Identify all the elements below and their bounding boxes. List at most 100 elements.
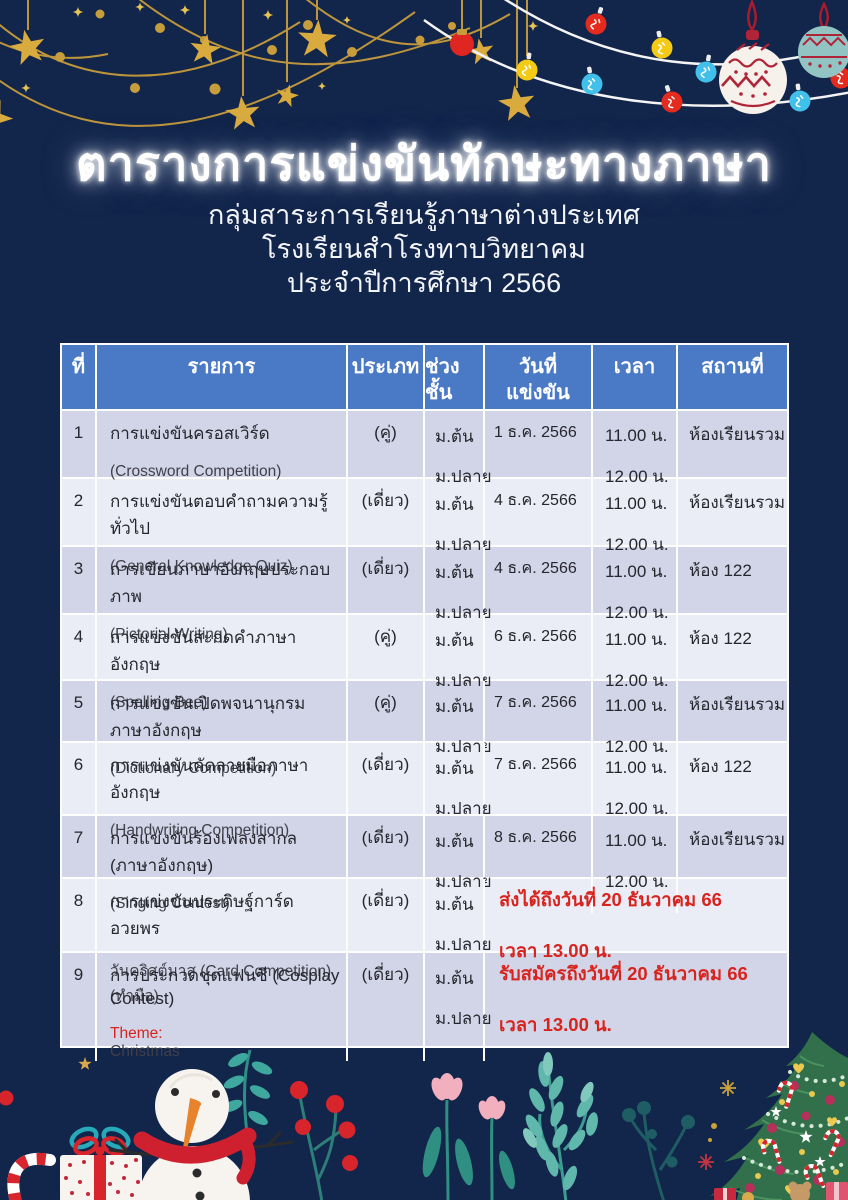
tree-gifts <box>714 1181 848 1200</box>
column-header-venue: สถานที่ <box>701 356 764 378</box>
table-row: 9 การประกวดชุดแฟนซี (Cosplay Contest) Them… <box>62 953 787 1061</box>
event-cell: การแข่งขันตอบคำถามความรู้ทั่วไป (General … <box>97 479 348 576</box>
table-row: 5 การแข่งขันเปิดพจนานุกรมภาษาอังกฤษ (Dicti… <box>62 681 787 778</box>
teal-branch <box>221 1049 273 1143</box>
subtitle-line-school: โรงเรียนสำโรงทาบวิทยาคม <box>262 234 586 264</box>
time-cell: 11.00 น. 12.00 น. <box>593 615 678 712</box>
date-cell: 6 ธ.ค. 2566 <box>485 615 593 712</box>
time-cell: 11.00 น. 12.00 น. <box>593 479 678 576</box>
type-cell: (เดี่ยว) <box>348 479 425 576</box>
level-cell: ม.ต้น ม.ปลาย <box>425 411 492 490</box>
level-cell: ม.ต้น ม.ปลาย <box>425 953 492 1061</box>
table-row: 4 การแข่งขันสะกดคำภาษาอังกฤษ (Spelling Bee… <box>62 615 787 712</box>
event-cell: การแข่งขันสะกดคำภาษาอังกฤษ (Spelling Bee) <box>97 615 348 712</box>
event-cell: การแข่งขันประดิษฐ์การ์ดอวยพร วันคริสต์มาส… <box>97 879 348 1008</box>
tulip-flowers <box>422 1073 515 1200</box>
row-number: 9 <box>62 953 97 1061</box>
deadline-note-cell: ส่งได้ถึงวันที่ 20 ธันวาคม 66 เวลา 13.00 … <box>499 889 722 961</box>
table-row: 1 การแข่งขันครอสเวิร์ด (Crossword Competit… <box>62 411 787 490</box>
row-number: 8 <box>62 879 97 1008</box>
row-number: 6 <box>62 743 97 840</box>
column-header-time: เวลา <box>593 345 678 409</box>
venue-cell: ห้องเรียนรวม <box>689 425 786 444</box>
light-bulbs <box>450 3 848 116</box>
hanging-stars <box>0 18 538 139</box>
column-header-item: รายการ <box>97 345 348 409</box>
gold-star-garland <box>0 0 528 127</box>
time-cell: 11.00 น. 12.00 น. <box>593 411 678 490</box>
venue-cell: ห้องเรียนรวม <box>689 493 786 512</box>
row-number: 3 <box>62 547 97 644</box>
table-row: 7 การแข่งขันร้องเพลงสากล (ภาษาอังกฤษ) (Sin… <box>62 816 787 913</box>
sparkle-icons <box>21 2 539 93</box>
type-cell: (เดี่ยว) <box>348 816 425 913</box>
gift-box <box>60 1126 142 1200</box>
type-cell: (เดี่ยว) <box>348 953 425 1061</box>
date-cell: 1 ธ.ค. 2566 <box>485 411 593 490</box>
event-cell: การแข่งขันเปิดพจนานุกรมภาษาอังกฤษ (Dictio… <box>97 681 348 778</box>
subtitle: กลุ่มสาระการเรียนรู้ภาษาต่างประเทศ โรงเร… <box>0 198 848 300</box>
table-header-row: ที่ รายการ ประเภท ช่วงชั้น วันที่ แข่งขั… <box>62 345 787 411</box>
column-header-date: วันที่ แข่งขัน <box>485 345 593 409</box>
subtitle-line-year: ประจำปีการศึกษา 2566 <box>286 268 562 298</box>
level-cell: ม.ต้น ม.ปลาย <box>425 615 492 712</box>
time-cell: 11.00 น. 12.00 น. <box>593 681 678 778</box>
venue-cell: ห้อง 122 <box>689 629 752 648</box>
level-cell: ม.ต้น ม.ปลาย <box>425 879 492 1008</box>
event-cell: การแข่งขันครอสเวิร์ด (Crossword Competiti… <box>97 411 348 490</box>
time-cell: 11.00 น. 12.00 น. <box>593 547 678 644</box>
teal-foliage <box>523 1052 598 1200</box>
string-lights <box>423 0 848 107</box>
type-cell: (คู่) <box>348 681 425 778</box>
row-number: 1 <box>62 411 97 490</box>
event-cell: การประกวดชุดแฟนซี (Cosplay Contest) Theme… <box>97 953 348 1061</box>
time-cell: 11.00 น. 12.00 น. <box>593 743 678 840</box>
level-cell: ม.ต้น ม.ปลาย <box>425 743 492 840</box>
table-row: 8 การแข่งขันประดิษฐ์การ์ดอวยพร วันคริสต์มา… <box>62 879 787 1008</box>
dark-berry-branch <box>622 1101 695 1200</box>
level-cell: ม.ต้น ม.ปลาย <box>425 681 492 778</box>
date-cell: 8 ธ.ค. 2566 <box>485 816 593 913</box>
row-number: 5 <box>62 681 97 778</box>
venue-cell: ห้องเรียนรวม <box>689 830 786 849</box>
table-row: 2 การแข่งขันตอบคำถามความรู้ทั่วไป (General… <box>62 479 787 576</box>
garland-beads <box>55 9 456 95</box>
page-title: ตารางการแข่งขันทักษะทางภาษา <box>76 137 772 190</box>
date-cell: 7 ธ.ค. 2566 <box>485 743 593 840</box>
venue-cell: ห้อง 122 <box>689 757 752 776</box>
row-number: 2 <box>62 479 97 576</box>
row-number: 7 <box>62 816 97 913</box>
row-number: 4 <box>62 615 97 712</box>
berry-branch <box>290 1081 358 1200</box>
column-header-no: ที่ <box>62 345 97 409</box>
event-cell: การเขียนภาษาอังกฤษประกอบภาพ (Pictorial Wr… <box>97 547 348 644</box>
type-cell: (คู่) <box>348 615 425 712</box>
time-cell: 11.00 น. 12.00 น. <box>593 816 678 913</box>
schedule-table: ที่ รายการ ประเภท ช่วงชั้น วันที่ แข่งขั… <box>60 343 789 1061</box>
column-header-level: ช่วงชั้น <box>425 345 485 409</box>
subtitle-line-department: กลุ่มสาระการเรียนรู้ภาษาต่างประเทศ <box>208 200 640 230</box>
date-cell: 4 ธ.ค. 2566 <box>485 547 593 644</box>
teal-bauble-ornament <box>798 1 848 78</box>
red-dot <box>0 1090 14 1106</box>
level-cell: ม.ต้น ม.ปลาย <box>425 479 492 576</box>
column-header-type: ประเภท <box>348 345 425 409</box>
level-cell: ม.ต้น ม.ปลาย <box>425 547 492 644</box>
red-ball-ornament <box>450 32 474 56</box>
snowman <box>108 1069 294 1200</box>
type-cell: (เดี่ยว) <box>348 879 425 1008</box>
date-cell: 4 ธ.ค. 2566 <box>485 479 593 576</box>
white-bauble-ornament <box>719 0 787 114</box>
venue-cell: ห้อง 122 <box>689 561 752 580</box>
venue-cell: ห้องเรียนรวม <box>689 695 786 714</box>
table-row: 3 การเขียนภาษาอังกฤษประกอบภาพ (Pictorial W… <box>62 547 787 644</box>
level-cell: ม.ต้น ม.ปลาย <box>425 816 492 913</box>
date-cell: 7 ธ.ค. 2566 <box>485 681 593 778</box>
tree-sparkles <box>698 1080 736 1170</box>
event-cell: การแข่งขันร้องเพลงสากล (ภาษาอังกฤษ) (Sing… <box>97 816 348 913</box>
table-row: 6 การแข่งขันคัดลายมือภาษาอังกฤษ (Handwriti… <box>62 743 787 840</box>
candy-cane-icon <box>7 1152 56 1200</box>
type-cell: (เดี่ยว) <box>348 547 425 644</box>
event-cell: การแข่งขันคัดลายมือภาษาอังกฤษ (Handwritin… <box>97 743 348 840</box>
